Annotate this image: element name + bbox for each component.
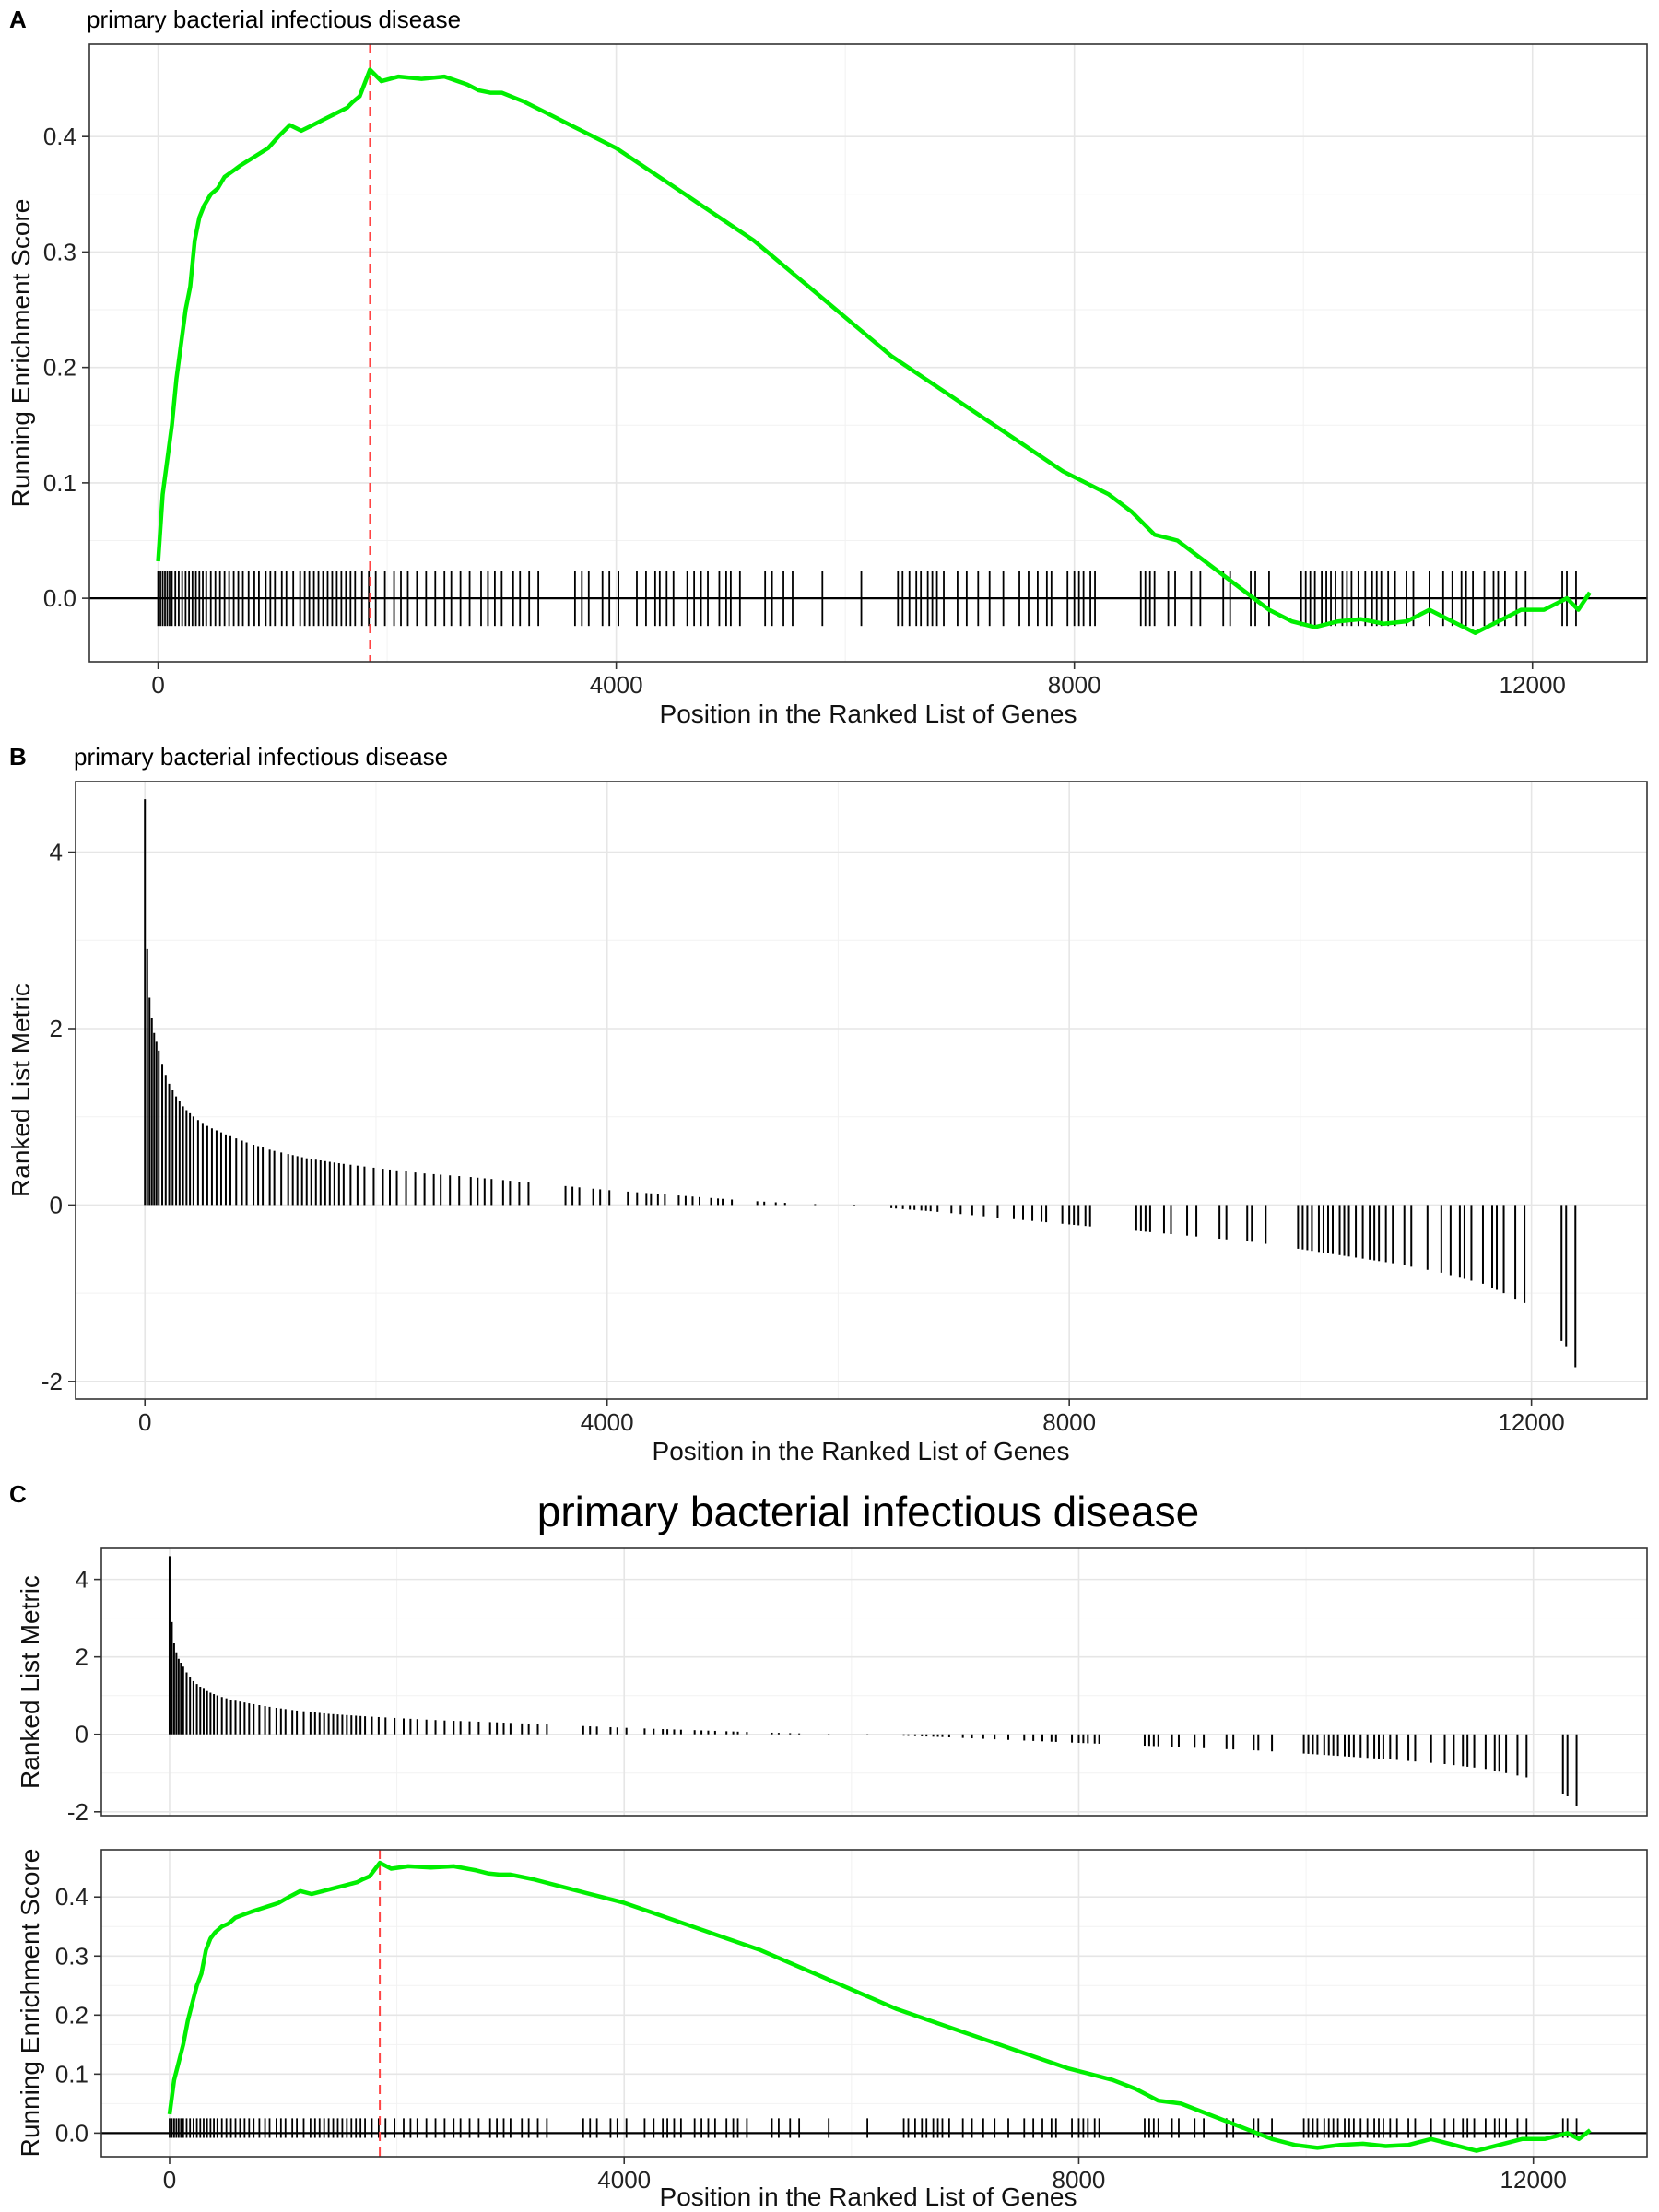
x-tick-label: 8000 — [1048, 671, 1101, 699]
panel-a-grid — [89, 44, 1647, 662]
x-tick-label: 0 — [151, 671, 164, 699]
panel-c-bottom-es-line — [167, 1860, 1592, 2153]
y-tick-label: 4 — [76, 1566, 88, 1594]
y-tick-label: 0.4 — [43, 123, 76, 150]
panel-a-axes: 0 4000 8000 12000 0.0 0.1 0.2 0.3 0.4 — [43, 123, 1566, 699]
panel-c-bottom-frame — [100, 1849, 1648, 2158]
panel-a-subtitle: primary bacterial infectious disease — [87, 6, 461, 33]
y-tick-label: 4 — [50, 839, 63, 866]
panel-c: C primary bacterial infectious disease -… — [9, 1480, 1648, 2211]
panel-b-metric-bars — [144, 799, 1577, 1368]
y-tick-label: 0.0 — [43, 584, 76, 612]
x-tick-label: 8000 — [1042, 1408, 1096, 1436]
y-tick-label: 2 — [76, 1643, 88, 1671]
y-tick-label: 0.3 — [43, 238, 76, 265]
panel-a-x-axis-title: Position in the Ranked List of Genes — [660, 700, 1077, 728]
panel-c-bottom-hit-markers — [169, 2118, 1578, 2138]
panel-c-x-axis-title: Position in the Ranked List of Genes — [660, 2183, 1077, 2211]
panel-b-frame — [75, 781, 1648, 1400]
x-tick-label: 8000 — [1053, 2166, 1106, 2194]
panel-a: A primary bacterial infectious disease 0… — [6, 6, 1648, 728]
panel-c-title: primary bacterial infectious disease — [537, 1488, 1199, 1535]
panel-b-grid — [76, 782, 1647, 1399]
x-tick-label: 4000 — [581, 1408, 634, 1436]
y-tick-label: 0.1 — [43, 469, 76, 497]
panel-b: B primary bacterial infectious disease 0… — [6, 743, 1648, 1465]
x-tick-label: 12000 — [1500, 2166, 1567, 2194]
panel-a-frame — [88, 43, 1648, 663]
panel-c-top-grid — [101, 1548, 1647, 1816]
x-tick-label: 12000 — [1498, 1408, 1564, 1436]
panel-c-bottom-grid — [101, 1850, 1647, 2157]
x-tick-label: 0 — [138, 1408, 151, 1436]
panel-c-bottom-y-axis-title: Running Enrichment Score — [16, 1849, 44, 2158]
panel-a-letter: A — [9, 6, 27, 33]
panel-c-top-metric-bars — [168, 1556, 1578, 1806]
y-tick-label: 0.3 — [55, 1942, 88, 1970]
x-tick-label: 12000 — [1500, 671, 1566, 699]
x-tick-label: 0 — [163, 2166, 176, 2194]
y-tick-label: 0.0 — [55, 2119, 88, 2147]
y-tick-label: -2 — [67, 1798, 88, 1826]
y-tick-label: 0.2 — [43, 354, 76, 382]
panel-b-axes: 0 4000 8000 12000 -2 0 2 4 — [41, 839, 1565, 1436]
panel-a-es-line — [156, 67, 1592, 635]
panel-c-bottom-axes: 0 4000 8000 12000 0.0 0.1 0.2 0.3 0.4 — [55, 1883, 1567, 2194]
y-tick-label: 0.1 — [55, 2060, 88, 2088]
y-tick-label: 2 — [50, 1015, 63, 1042]
panel-c-top-axes: -2 0 2 4 — [67, 1566, 101, 1826]
y-tick-label: -2 — [41, 1368, 63, 1395]
y-tick-label: 0.2 — [55, 2001, 88, 2029]
panel-b-y-axis-title: Ranked List Metric — [6, 983, 35, 1197]
panel-c-top-frame — [100, 1547, 1648, 1817]
y-tick-label: 0.4 — [55, 1883, 88, 1911]
x-tick-label: 4000 — [590, 671, 643, 699]
panel-b-x-axis-title: Position in the Ranked List of Genes — [653, 1437, 1070, 1465]
x-tick-label: 4000 — [597, 2166, 651, 2194]
panel-b-subtitle: primary bacterial infectious disease — [74, 743, 448, 771]
panel-c-top-y-axis-title: Ranked List Metric — [16, 1575, 44, 1789]
panel-b-letter: B — [9, 743, 27, 771]
panel-a-y-axis-title: Running Enrichment Score — [6, 199, 35, 508]
y-tick-label: 0 — [76, 1721, 88, 1748]
y-tick-label: 0 — [50, 1191, 63, 1218]
panel-c-letter: C — [9, 1480, 27, 1508]
